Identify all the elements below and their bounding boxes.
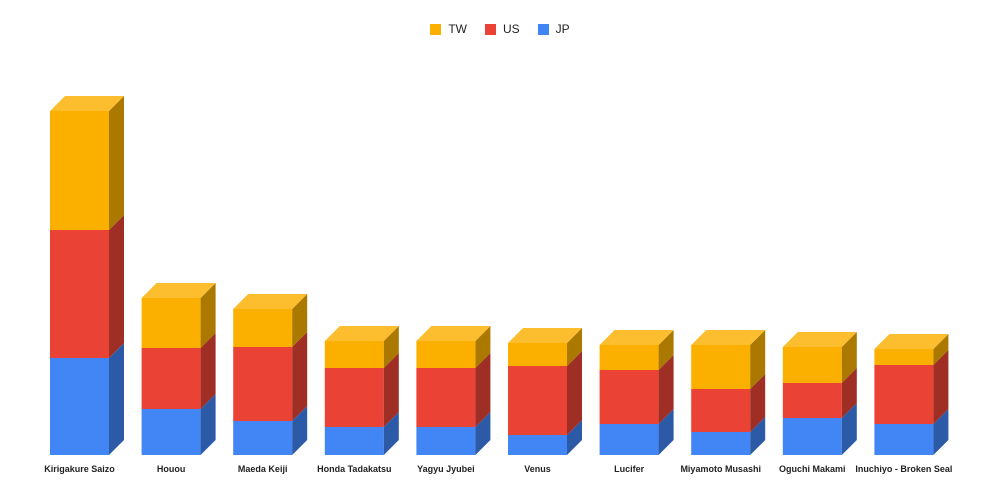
legend-item-tw[interactable]: TW <box>430 22 467 36</box>
bar-lucifer-jp[interactable] <box>599 424 659 455</box>
bar-side-maeda-keiji-jp <box>292 406 308 455</box>
bar-top-yagyu-jyubei <box>416 326 491 341</box>
x-tick-label: Kirigakure Saizo <box>44 464 115 474</box>
bar-venus-us[interactable] <box>508 366 567 435</box>
bar-side-maeda-keiji-tw <box>292 294 308 347</box>
bar-top-maeda-keiji <box>233 294 308 309</box>
bar-side-yagyu-jyubei-tw <box>475 326 491 368</box>
bar-side-kirigakure-saizo-tw <box>109 96 124 230</box>
bar-inuchiyo-broken-seal-us[interactable] <box>874 365 934 424</box>
bar-side-houou-us <box>200 333 216 409</box>
bar-honda-tadakatsu-jp[interactable] <box>324 427 384 455</box>
bar-side-miyamoto-musashi-tw <box>750 330 766 389</box>
bar-side-honda-tadakatsu-us <box>383 353 399 427</box>
bar-side-inuchiyo-broken-seal-jp <box>933 409 949 455</box>
bar-houou-us[interactable] <box>141 348 201 409</box>
bar-honda-tadakatsu-tw[interactable] <box>324 341 384 368</box>
bar-side-inuchiyo-broken-seal-us <box>933 350 949 424</box>
bar-houou-tw[interactable] <box>141 298 201 348</box>
bar-lucifer-us[interactable] <box>599 370 659 424</box>
bar-top-lucifer <box>599 330 674 345</box>
x-tick-label: Oguchi Makami <box>779 464 846 474</box>
x-tick-label: Venus <box>524 464 551 474</box>
bar-maeda-keiji-us[interactable] <box>233 347 293 421</box>
bar-side-oguchi-makami-tw <box>841 332 857 383</box>
bar-yagyu-jyubei-jp[interactable] <box>416 427 476 455</box>
legend-label-jp: JP <box>555 22 570 36</box>
legend: TW US JP <box>0 22 1000 36</box>
bar-side-maeda-keiji-us <box>292 332 308 421</box>
legend-swatch-tw <box>430 23 442 35</box>
legend-swatch-us <box>484 23 496 35</box>
bar-venus-tw[interactable] <box>508 343 567 366</box>
bar-side-houou-tw <box>200 283 216 348</box>
bar-side-miyamoto-musashi-jp <box>750 417 766 455</box>
bar-side-oguchi-makami-us <box>841 368 857 418</box>
bar-top-honda-tadakatsu <box>324 326 399 341</box>
bar-kirigakure-saizo-us[interactable] <box>50 230 109 358</box>
bar-top-oguchi-makami <box>782 332 857 347</box>
bar-yagyu-jyubei-us[interactable] <box>416 368 476 427</box>
bar-top-venus <box>508 328 582 343</box>
x-tick-label: Maeda Keiji <box>238 464 288 474</box>
bar-inuchiyo-broken-seal-tw[interactable] <box>874 349 934 365</box>
x-tick-label: Miyamoto Musashi <box>680 464 761 474</box>
bar-lucifer-tw[interactable] <box>599 345 659 370</box>
bar-side-lucifer-jp <box>658 409 674 455</box>
x-tick-label: Lucifer <box>614 464 645 474</box>
bar-kirigakure-saizo-tw[interactable] <box>50 111 109 230</box>
bar-top-inuchiyo-broken-seal <box>874 334 949 349</box>
bar-top-houou <box>141 283 216 298</box>
x-tick-label: Inuchiyo - Broken Seal <box>855 464 952 474</box>
x-tick-label: Yagyu Jyubei <box>417 464 475 474</box>
bar-maeda-keiji-jp[interactable] <box>233 421 293 455</box>
legend-label-tw: TW <box>448 22 467 36</box>
legend-label-us: US <box>502 22 520 36</box>
bar-side-oguchi-makami-jp <box>841 403 857 455</box>
bar-side-honda-tadakatsu-tw <box>383 326 399 368</box>
bar-side-yagyu-jyubei-us <box>475 353 491 427</box>
bar-side-lucifer-tw <box>658 330 674 370</box>
bar-maeda-keiji-tw[interactable] <box>233 309 293 347</box>
legend-item-us[interactable]: US <box>484 22 520 36</box>
bar-oguchi-makami-jp[interactable] <box>782 418 842 455</box>
bar-top-kirigakure-saizo <box>50 96 124 111</box>
bar-side-yagyu-jyubei-jp <box>475 412 491 455</box>
bar-venus-jp[interactable] <box>508 435 567 455</box>
bar-side-venus-tw <box>567 328 582 366</box>
bar-inuchiyo-broken-seal-jp[interactable] <box>874 424 934 455</box>
bar-side-lucifer-us <box>658 355 674 424</box>
bar-kirigakure-saizo-jp[interactable] <box>50 358 109 455</box>
bar-oguchi-makami-tw[interactable] <box>782 347 842 383</box>
bar-side-honda-tadakatsu-jp <box>383 412 399 455</box>
x-tick-label: Houou <box>157 464 186 474</box>
bar-side-kirigakure-saizo-jp <box>109 343 124 455</box>
bar-top-miyamoto-musashi <box>691 330 766 345</box>
bar-yagyu-jyubei-tw[interactable] <box>416 341 476 368</box>
bar-miyamoto-musashi-tw[interactable] <box>691 345 751 389</box>
bar-side-venus-us <box>567 351 582 435</box>
legend-swatch-jp <box>537 23 549 35</box>
bar-side-houou-jp <box>200 394 216 455</box>
bar-side-miyamoto-musashi-us <box>750 374 766 432</box>
bar-side-venus-jp <box>567 420 582 455</box>
bar-honda-tadakatsu-us[interactable] <box>324 368 384 427</box>
legend-item-jp[interactable]: JP <box>537 22 570 36</box>
bar-side-kirigakure-saizo-us <box>109 215 124 358</box>
bar-miyamoto-musashi-us[interactable] <box>691 389 751 432</box>
bar-oguchi-makami-us[interactable] <box>782 383 842 418</box>
bar-houou-jp[interactable] <box>141 409 201 455</box>
bar-side-inuchiyo-broken-seal-tw <box>933 334 949 365</box>
x-tick-label: Honda Tadakatsu <box>317 464 391 474</box>
bar-miyamoto-musashi-jp[interactable] <box>691 432 751 455</box>
